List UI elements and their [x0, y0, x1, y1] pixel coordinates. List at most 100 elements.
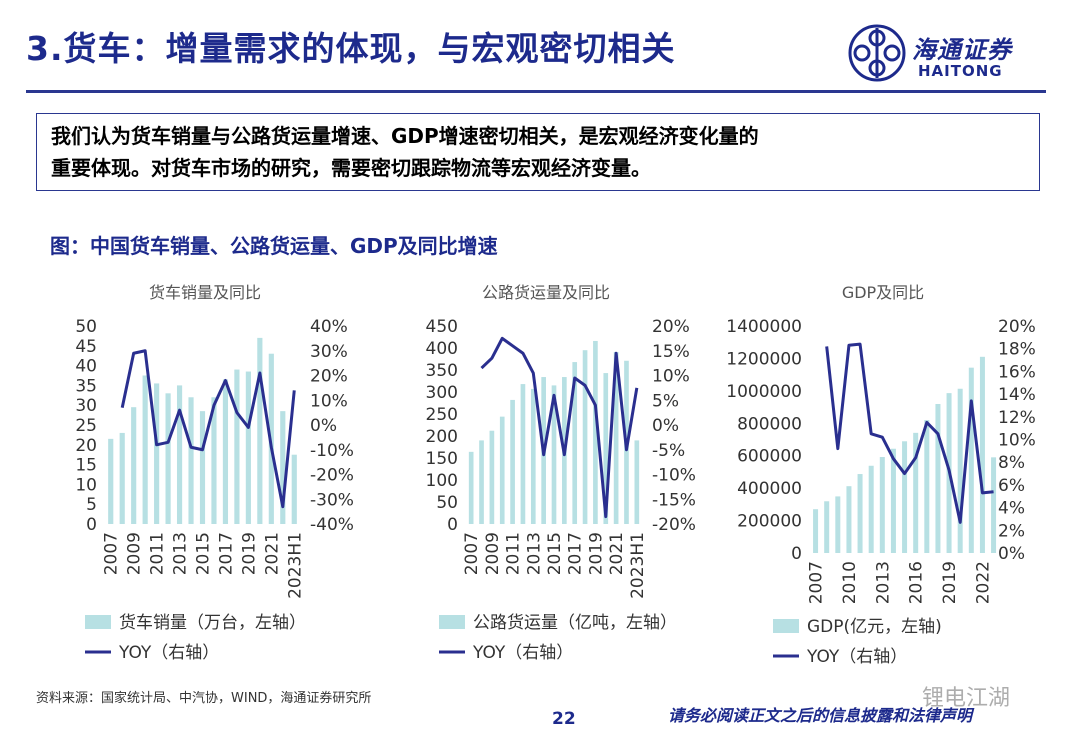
x-tick-label: 2010 [840, 561, 860, 604]
chart-title: 货车销量及同比 [149, 283, 261, 302]
bar [968, 367, 974, 553]
y-left-tick: 0 [86, 515, 97, 535]
legend-bar-swatch [439, 615, 465, 629]
bar [188, 397, 194, 524]
y-right-tick: 0% [310, 416, 337, 436]
bar [199, 411, 206, 524]
y-left-tick: 50 [75, 317, 97, 337]
y-left-tick: 1000000 [726, 382, 802, 402]
bar [468, 451, 474, 524]
x-tick-label: 2017 [216, 532, 236, 575]
bar [846, 486, 852, 553]
bar [176, 385, 183, 524]
y-left-tick: 35 [75, 376, 97, 396]
x-tick-label: 2011 [504, 532, 524, 575]
bar [257, 337, 263, 524]
bar [857, 474, 863, 553]
logo-chinese-text: 海通证券 [912, 35, 1012, 64]
legend-bar-label: GDP(亿元，左轴) [807, 617, 942, 637]
bar [613, 351, 619, 524]
y-left-tick: 600000 [737, 447, 802, 467]
bar [510, 399, 515, 524]
y-right-tick: 2% [998, 521, 1025, 541]
x-tick-label: 2022 [973, 561, 993, 604]
y-right-tick: -40% [310, 515, 354, 535]
y-right-tick: 10% [998, 431, 1036, 451]
source-note: 资料来源：国家统计局、中汽协，WIND，海通证券研究所 [36, 691, 372, 706]
bar [479, 440, 484, 524]
x-tick-label: 2023H1 [285, 532, 305, 599]
bar [119, 432, 125, 524]
y-left-tick: 400000 [737, 479, 802, 499]
summary-line-1: 我们认为货车销量与公路货运量增速、GDP增速密切相关，是宏观经济变化量的 [51, 124, 759, 148]
x-tick-label: 2021 [262, 532, 282, 575]
bar [902, 441, 908, 553]
legend-line-label: YOY（右轴） [118, 643, 219, 663]
bar [234, 369, 240, 524]
disclaimer: 请务必阅读正文之后的信息披露和法律声明 [668, 706, 973, 725]
x-tick-label: 2017 [566, 532, 586, 575]
y-left-tick: 800000 [737, 414, 802, 434]
bar [572, 362, 578, 524]
road-freight-chart: 公路货运量及同比 0 50 100 150 200 250 300 350 400 450 -20% -… [384, 280, 714, 675]
y-left-tick: 100 [426, 471, 458, 491]
x-tick-label: 2009 [483, 532, 503, 575]
y-right-tick: 0% [652, 416, 679, 436]
bar [634, 440, 640, 524]
y-left-tick: 5 [86, 495, 97, 515]
bar [551, 385, 557, 524]
bar [879, 457, 885, 553]
legend-bar-label: 公路货运量（亿吨，左轴） [473, 613, 677, 633]
chart-title: GDP及同比 [842, 283, 924, 302]
bar [245, 371, 251, 524]
y-left-tick: 400 [426, 339, 458, 359]
y-left-tick: 450 [426, 317, 458, 337]
logo-english-text: HAITONG [918, 62, 1003, 80]
x-tick-label: 2007 [462, 532, 482, 575]
y-left-tick: 1400000 [726, 317, 802, 337]
bar [593, 340, 598, 524]
y-right-tick: 18% [998, 340, 1036, 360]
chart-title: 公路货运量及同比 [482, 283, 610, 302]
bar [913, 432, 919, 553]
y-right-tick: -15% [652, 490, 696, 510]
x-tick-label: 2015 [545, 532, 565, 575]
y-right-tick: 4% [998, 499, 1025, 519]
bar [835, 496, 841, 553]
bar [603, 373, 609, 524]
bar [291, 454, 297, 524]
y-right-tick: 20% [310, 367, 348, 387]
y-left-tick: 300 [426, 383, 458, 403]
y-right-tick: -30% [310, 490, 354, 510]
y-left-tick: 200 [426, 427, 458, 447]
y-right-tick: 16% [998, 362, 1036, 382]
x-tick-label: 2007 [807, 561, 827, 604]
chart-svg: GDP及同比 0 200000 400000 600000 800000 1000000 12… [726, 283, 1036, 667]
bar [979, 356, 985, 553]
x-tick-label: 2015 [194, 532, 214, 575]
bar [582, 350, 588, 524]
y-left-tick: 150 [426, 449, 458, 469]
legend-bar-label: 货车销量（万台，左轴） [119, 613, 306, 633]
bar [924, 420, 930, 553]
y-left-tick: 45 [75, 337, 97, 357]
figure-caption: 图：中国货车销量、公路货运量、GDP及同比增速 [50, 234, 498, 258]
bar [890, 448, 896, 553]
y-right-tick: 8% [998, 453, 1025, 473]
y-left-tick: 20 [75, 436, 97, 456]
bar [280, 411, 286, 524]
bar [935, 403, 941, 553]
bar [530, 388, 536, 524]
bar [489, 430, 495, 524]
y-right-tick: -20% [310, 466, 354, 486]
x-tick-label: 2013 [873, 561, 893, 604]
x-tick-label: 2019 [239, 532, 259, 575]
y-right-tick: 40% [310, 317, 348, 337]
y-left-tick: 30 [75, 396, 97, 416]
x-tick-label: 2016 [907, 561, 927, 604]
legend-line-label: YOY（右轴） [806, 647, 907, 667]
bar [868, 465, 874, 553]
y-left-tick: 0 [447, 515, 458, 535]
